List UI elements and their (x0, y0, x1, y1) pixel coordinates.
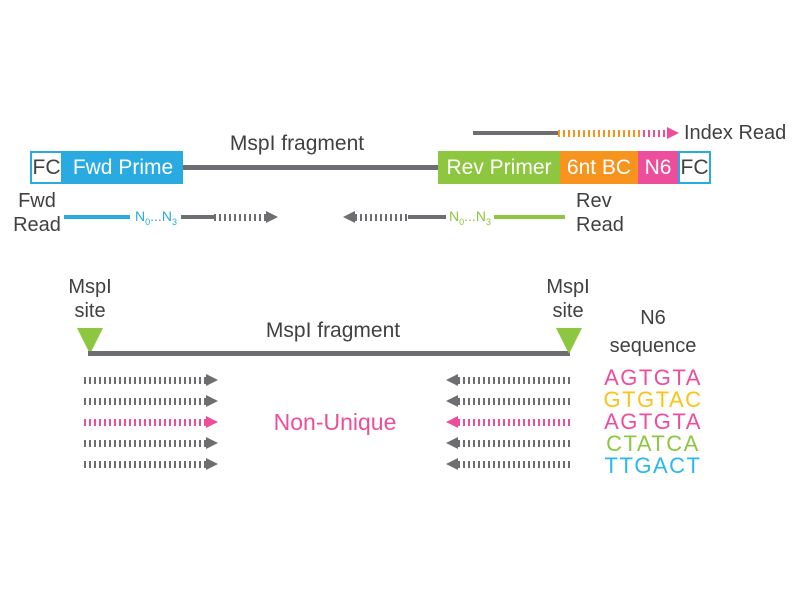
n6-sequence-header-line1: N6 (640, 307, 666, 329)
arrowhead-icon (206, 374, 218, 386)
arrowhead-icon (446, 437, 458, 449)
fwd-read-arrow-2 (84, 395, 218, 407)
flowcell-right-label: FC (680, 155, 709, 179)
flowcell-left-box: FC (30, 151, 63, 184)
n6-sequence-item-2: GTGTAC (603, 387, 703, 412)
barcode-box: 6nt BC (560, 151, 638, 184)
rev-read-arrow-2 (446, 395, 572, 407)
rev-primer-box: Rev Primer (438, 151, 560, 184)
mspi-fragment-label-bottom: MspI fragment (265, 319, 401, 342)
fwd-read-label-line2: Read (13, 214, 61, 236)
rev-read-arrow-5 (446, 458, 572, 470)
fragment-connector-line (183, 165, 438, 170)
barcode-label: 6nt BC (566, 155, 632, 179)
fwd-read-dotted-line (214, 214, 266, 221)
fwd-read-arrow-4 (84, 437, 218, 449)
n6-sequence-item-3: AGTGTA (604, 409, 702, 434)
mspi-site-right-label: MspI site (533, 275, 603, 323)
rev-read-arrow-1 (446, 374, 572, 386)
index-read-solid-line (473, 131, 558, 135)
mspi-site-right-line1: MspI (546, 276, 590, 298)
rev-read-solid-line (408, 215, 446, 219)
fwd-read-arrow-5 (84, 458, 218, 470)
n6-sequence-item-4: CTATCA (606, 431, 700, 456)
mspi-site-left-label: MspI site (55, 275, 125, 323)
mspi-site-left-marker-icon (77, 328, 103, 354)
index-read-arrowhead-icon (667, 127, 679, 139)
n6-sequence-header-line2: sequence (609, 335, 697, 357)
fwd-read-arrow-1 (84, 374, 218, 386)
mspi-site-left-line1: MspI (68, 276, 112, 298)
n6-sequence-item-1: AGTGTA (604, 365, 702, 390)
n6-sequence-item-5: TTGACT (604, 453, 702, 478)
arrowhead-icon (206, 395, 218, 407)
rev-read-label-line2: Read (576, 214, 624, 236)
fwd-read-primer-line (64, 215, 130, 219)
fwd-read-solid-line (181, 215, 214, 219)
mspi-site-right-line2: site (552, 300, 584, 322)
rev-read-arrow-3 (446, 416, 572, 428)
mspi-site-left-line2: site (74, 300, 106, 322)
rev-read-label-line1: Rev (576, 190, 612, 212)
index-read-dotted-pink (643, 130, 667, 137)
arrowhead-icon (206, 458, 218, 470)
rev-read-dotted-line (355, 214, 408, 221)
flowcell-right-box: FC (678, 151, 711, 184)
fwd-read-label-line1: Fwd (18, 190, 56, 212)
arrowhead-icon (446, 395, 458, 407)
rev-read-n-label: N0...N3 (449, 208, 491, 227)
index-read-dotted-orange (558, 130, 643, 137)
fwd-read-arrowhead-icon (266, 211, 278, 223)
rev-read-arrowhead-icon (343, 211, 355, 223)
rev-primer-label: Rev Primer (446, 155, 552, 179)
n6-box: N6 (638, 151, 678, 184)
n6-sequence-header: N6 sequence (598, 304, 708, 360)
fwd-read-label: Fwd Read (8, 189, 66, 237)
arrowhead-icon (446, 458, 458, 470)
non-unique-label: Non-Unique (273, 409, 397, 435)
arrowhead-icon (206, 437, 218, 449)
n6-label: N6 (644, 155, 672, 179)
fwd-primer-label: Fwd Prime (72, 155, 174, 179)
index-read-label: Index Read (684, 122, 787, 144)
mspi-fragment-line (88, 351, 570, 356)
mspi-fragment-label-top: MspI fragment (229, 132, 365, 155)
mspi-site-right-marker-icon (556, 328, 582, 354)
fwd-read-n-label: N0...N3 (135, 208, 177, 227)
rev-read-label: Rev Read (576, 189, 646, 237)
flowcell-left-label: FC (32, 155, 61, 179)
arrowhead-icon (206, 416, 218, 428)
arrowhead-icon (446, 416, 458, 428)
rev-read-primer-line (494, 215, 565, 219)
fwd-primer-box: Fwd Prime (63, 151, 183, 184)
fwd-read-arrow-3 (84, 416, 218, 428)
rev-read-arrow-4 (446, 437, 572, 449)
arrowhead-icon (446, 374, 458, 386)
